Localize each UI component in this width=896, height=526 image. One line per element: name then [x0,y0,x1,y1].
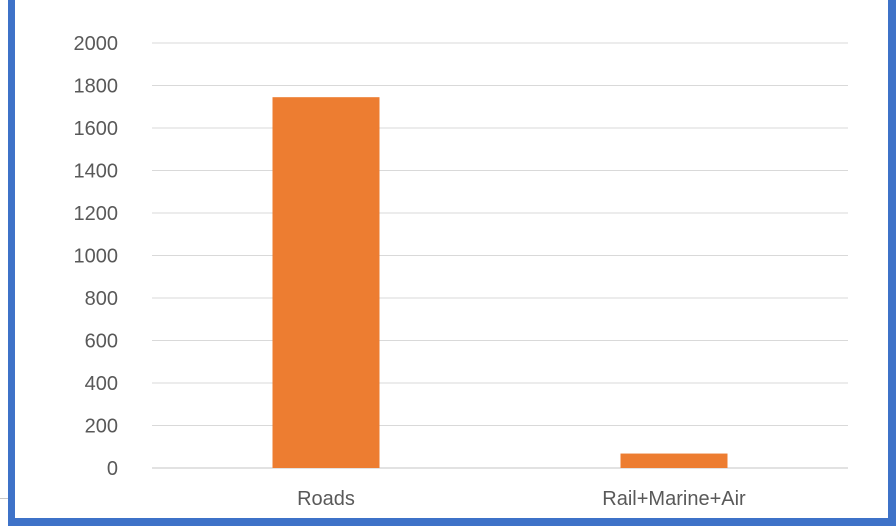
y-tick-label: 800 [85,288,118,310]
frame-border-bottom [8,518,896,526]
x-tick-label: Rail+Marine+Air [602,488,746,510]
bars [272,97,728,468]
y-tick-label: 1200 [74,203,119,225]
bar-rail-marine-air [620,453,728,468]
frame-border-left [8,0,15,526]
y-tick-label: 1800 [74,76,119,98]
frame-border-right [888,0,896,526]
y-tick-label: 1000 [74,246,119,268]
y-tick-label: 200 [85,416,118,438]
outer-edge-line [0,498,8,499]
y-tick-label: 1400 [74,161,119,183]
x-axis-ticks: Roads Rail+Marine+Air [297,488,746,510]
bar-roads [272,97,380,468]
y-tick-label: 400 [85,373,118,395]
y-tick-label: 600 [85,331,118,353]
x-tick-label: Roads [297,488,355,510]
outer-background [0,488,8,526]
gridlines [152,42,848,469]
y-tick-label: 1600 [74,118,119,140]
y-tick-label: 2000 [74,33,119,55]
y-tick-label: 0 [107,458,118,480]
